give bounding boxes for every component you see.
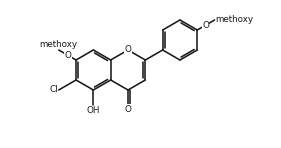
Text: O: O (124, 45, 132, 54)
Text: OH: OH (87, 106, 100, 115)
Text: methoxy: methoxy (216, 16, 254, 25)
Text: O: O (64, 51, 71, 60)
Text: O: O (124, 104, 132, 114)
Text: methoxy: methoxy (40, 40, 78, 49)
Text: Cl: Cl (49, 86, 58, 95)
Text: O: O (202, 21, 209, 30)
